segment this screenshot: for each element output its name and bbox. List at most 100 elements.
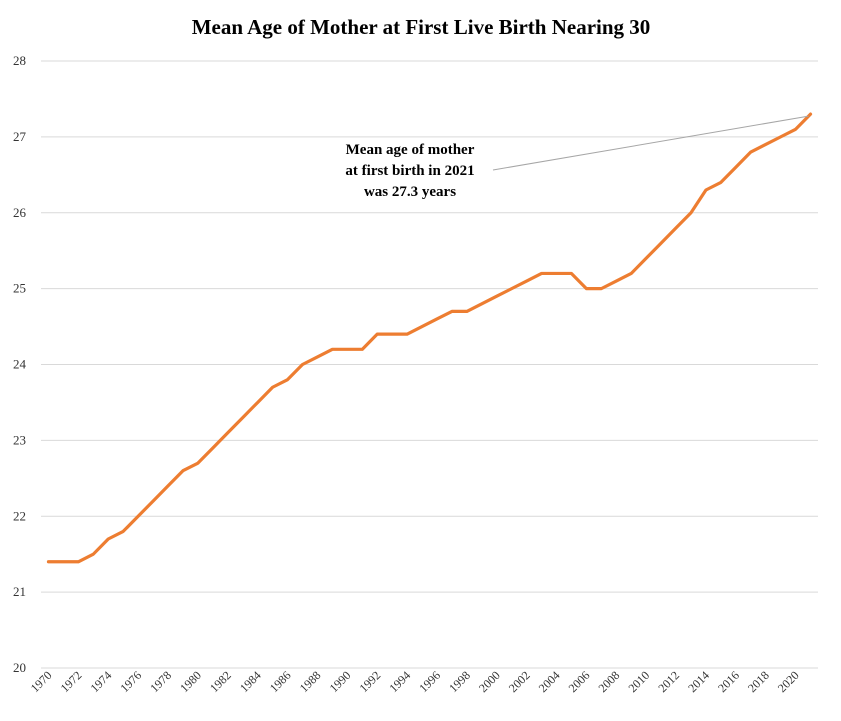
x-tick-label: 2000: [476, 668, 503, 695]
data-point-2005: [570, 272, 573, 275]
x-tick-label: 1992: [356, 668, 383, 695]
data-point-1995: [420, 325, 423, 328]
x-tick-label: 1980: [177, 668, 204, 695]
data-point-2014: [704, 188, 707, 191]
data-point-1983: [241, 416, 244, 419]
y-tick-label: 21: [13, 584, 26, 599]
data-point-1975: [122, 530, 125, 533]
data-point-1973: [92, 553, 95, 556]
y-tick-label: 26: [13, 205, 27, 220]
data-point-2008: [615, 279, 618, 282]
x-tick-label: 1988: [297, 668, 324, 695]
data-point-2018: [764, 143, 767, 146]
x-tick-label: 1990: [327, 668, 354, 695]
x-tick-label: 1972: [58, 668, 85, 695]
annotation-leader-line: [492, 115, 809, 171]
x-tick-label: 1984: [237, 668, 264, 695]
data-point-1997: [450, 310, 453, 313]
y-tick-label: 25: [13, 281, 26, 296]
data-point-1990: [346, 348, 349, 351]
y-tick-label: 24: [13, 357, 27, 372]
data-point-1985: [271, 386, 274, 389]
data-point-2001: [510, 287, 513, 290]
data-point-1981: [211, 446, 214, 449]
x-tick-label: 1982: [207, 668, 234, 695]
data-point-2016: [734, 166, 737, 169]
data-point-1984: [256, 401, 259, 404]
x-tick-label: 1974: [87, 668, 114, 695]
data-point-1982: [226, 431, 229, 434]
gridlines: [41, 60, 818, 669]
x-tick-label: 1976: [117, 668, 144, 695]
data-point-2017: [749, 150, 752, 153]
data-point-2013: [689, 211, 692, 214]
x-tick-label: 2002: [506, 668, 533, 695]
x-axis-tick-labels: 1970 1972 1974 1976 1978 1980 1982 1984 1986 1988…: [28, 668, 802, 695]
x-tick-label: 1970: [28, 668, 55, 695]
data-point-1970: [47, 560, 50, 563]
data-point-1991: [361, 348, 364, 351]
data-point-2009: [630, 272, 633, 275]
data-point-2011: [660, 242, 663, 245]
data-point-2002: [525, 279, 528, 282]
x-tick-label: 2008: [596, 668, 623, 695]
data-point-2015: [719, 181, 722, 184]
x-tick-label: 1978: [147, 668, 174, 695]
y-tick-label: 27: [13, 129, 27, 144]
annotation: Mean age of mother at first birth in 202…: [345, 115, 809, 200]
x-tick-label: 1994: [386, 668, 413, 695]
data-point-1994: [405, 333, 408, 336]
y-tick-label: 28: [13, 53, 26, 68]
x-tick-label: 2012: [655, 668, 682, 695]
x-tick-label: 2010: [625, 668, 652, 695]
annotation-line-3: was 27.3 years: [364, 184, 456, 200]
annotation-line-2: at first birth in 2021: [345, 163, 474, 179]
data-point-1987: [301, 363, 304, 366]
data-point-1986: [286, 378, 289, 381]
data-point-2000: [495, 295, 498, 298]
data-point-1972: [77, 560, 80, 563]
data-point-2010: [645, 257, 648, 260]
data-point-2007: [600, 287, 603, 290]
data-point-1998: [465, 310, 468, 313]
x-tick-label: 2016: [715, 668, 742, 695]
series-line: [46, 112, 813, 564]
data-point-1979: [181, 469, 184, 472]
data-point-1996: [435, 317, 438, 320]
data-point-1976: [137, 515, 140, 518]
data-point-1974: [107, 537, 110, 540]
y-tick-label: 22: [13, 508, 26, 523]
series-layer: [46, 112, 813, 564]
data-point-2004: [555, 272, 558, 275]
x-tick-label: 2018: [745, 668, 772, 695]
data-point-2020: [794, 128, 797, 131]
data-point-1971: [62, 560, 65, 563]
x-tick-label: 1998: [446, 668, 473, 695]
data-point-2003: [540, 272, 543, 275]
data-point-1978: [166, 484, 169, 487]
x-tick-label: 2006: [566, 668, 593, 695]
data-point-1988: [316, 355, 319, 358]
data-point-1999: [480, 302, 483, 305]
data-point-2021: [809, 113, 812, 116]
data-point-1977: [151, 499, 154, 502]
x-tick-label: 2014: [685, 668, 712, 695]
chart-title: Mean Age of Mother at First Live Birth N…: [192, 15, 651, 39]
x-tick-label: 2004: [536, 668, 563, 695]
data-point-2012: [674, 226, 677, 229]
data-point-1993: [391, 333, 394, 336]
data-point-2019: [779, 135, 782, 138]
data-point-1989: [331, 348, 334, 351]
x-tick-label: 2020: [775, 668, 802, 695]
x-tick-label: 1996: [416, 668, 443, 695]
x-tick-label: 1986: [267, 668, 294, 695]
data-point-1980: [196, 462, 199, 465]
y-tick-label: 23: [13, 432, 26, 447]
data-point-2006: [585, 287, 588, 290]
annotation-line-1: Mean age of mother: [346, 142, 475, 158]
data-point-1992: [376, 333, 379, 336]
y-axis-tick-labels: 20 21 22 23 24 25 26 27 28: [13, 53, 27, 675]
y-tick-label: 20: [13, 660, 26, 675]
